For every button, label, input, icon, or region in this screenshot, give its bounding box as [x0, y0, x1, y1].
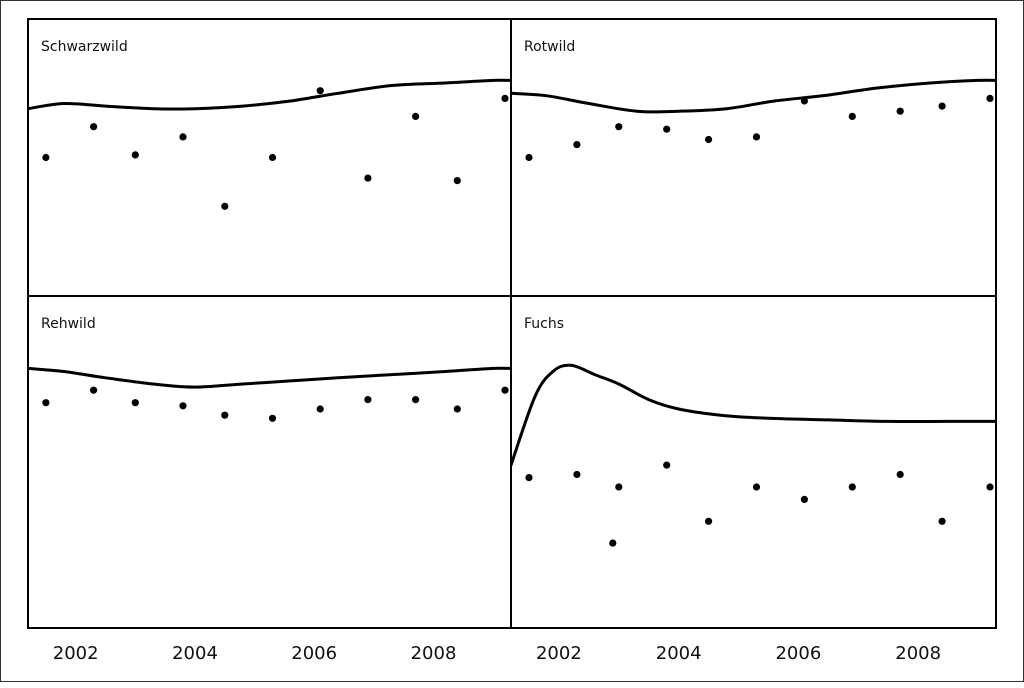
data-point — [896, 107, 904, 115]
data-point — [316, 405, 324, 413]
data-point — [179, 402, 187, 410]
x-tick-label: 2004 — [656, 643, 702, 664]
data-point — [453, 405, 461, 413]
data-point — [364, 396, 372, 404]
data-point — [525, 153, 533, 162]
data-point — [316, 87, 324, 95]
data-point — [663, 461, 671, 469]
x-tick-label: 2008 — [411, 643, 457, 664]
data-point — [573, 470, 581, 479]
data-point — [938, 517, 946, 525]
data-point — [615, 123, 623, 131]
panel-rehwild: Rehwild — [27, 295, 512, 629]
data-point — [848, 483, 856, 491]
plot-area — [28, 366, 511, 422]
trend-curve — [511, 78, 996, 114]
panel-border — [27, 295, 512, 629]
data-point — [848, 112, 856, 120]
data-point — [131, 151, 139, 159]
data-point — [986, 483, 994, 491]
x-tick-label: 2004 — [172, 643, 218, 664]
data-point — [609, 539, 617, 547]
data-point — [501, 94, 509, 102]
panel-title: Rehwild — [41, 316, 96, 332]
panel-border — [510, 18, 997, 297]
data-point — [615, 483, 623, 491]
data-point — [986, 94, 994, 102]
panel-rotwild: Rotwild — [510, 18, 997, 297]
data-point — [364, 174, 372, 182]
data-point — [800, 495, 809, 503]
x-tick-label: 2002 — [53, 643, 99, 664]
panel-schwarzwild: Schwarzwild — [27, 18, 512, 297]
data-point — [131, 399, 139, 407]
data-point — [573, 141, 581, 149]
data-point — [453, 177, 461, 185]
data-point — [705, 517, 713, 525]
x-axis-ticks: 2002 2004 2006 2008 2002 2004 2006 2008 — [53, 643, 941, 664]
data-point — [42, 153, 50, 162]
x-tick-label: 2008 — [895, 643, 941, 664]
plot-area — [511, 78, 996, 162]
data-point — [525, 474, 533, 482]
plot-area — [511, 363, 996, 547]
data-point — [896, 470, 904, 479]
data-point — [501, 386, 509, 394]
data-point — [663, 125, 671, 133]
panel-title: Fuchs — [524, 316, 564, 332]
data-point — [938, 102, 946, 110]
data-point — [268, 414, 277, 422]
x-tick-label: 2002 — [536, 643, 582, 664]
data-point — [268, 153, 277, 162]
x-tick-label: 2006 — [775, 643, 821, 664]
data-point — [800, 97, 809, 105]
data-point — [179, 133, 187, 141]
panel-title: Schwarzwild — [41, 39, 128, 55]
trend-curve — [28, 366, 511, 389]
data-point — [90, 123, 98, 131]
plot-area — [28, 78, 511, 210]
panel-border — [510, 295, 997, 629]
data-point — [221, 202, 229, 210]
panels-layer: Schwarzwild Rotwild Rehwild Fuchs — [27, 18, 997, 629]
panel-title: Rotwild — [524, 39, 575, 55]
trend-curve — [511, 363, 996, 467]
data-point — [90, 386, 98, 394]
panel-fuchs: Fuchs — [510, 295, 997, 629]
data-point — [42, 399, 50, 407]
x-tick-label: 2006 — [291, 643, 337, 664]
data-point — [705, 135, 713, 144]
data-point — [412, 396, 420, 404]
data-point — [752, 483, 761, 491]
data-point — [221, 411, 229, 419]
data-point — [752, 133, 761, 141]
trend-curve — [28, 78, 511, 111]
data-point — [412, 112, 420, 120]
